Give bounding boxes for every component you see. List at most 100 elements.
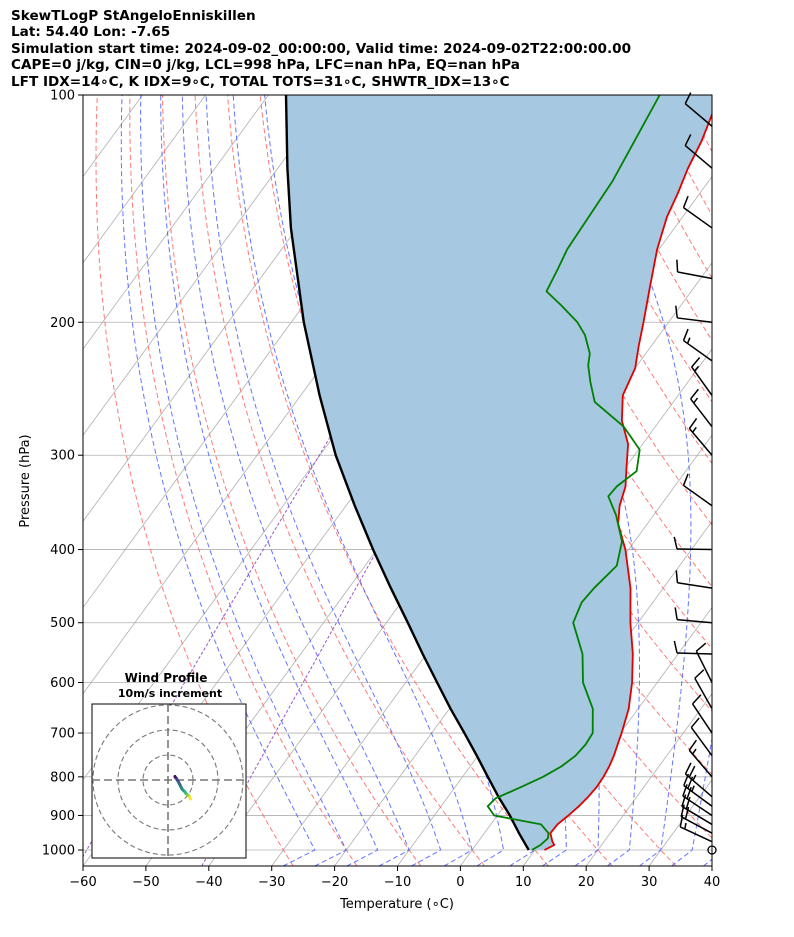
wind-barb: [691, 694, 713, 734]
y-tick-label: 200: [50, 316, 75, 331]
barb-shaft: [680, 816, 713, 834]
barb-half-flag: [691, 748, 697, 755]
moist-adiabat-line: [671, 95, 712, 866]
barb-flag: [684, 134, 692, 146]
y-tick-label: 700: [50, 727, 75, 742]
dry-adiabat-line: [683, 95, 712, 153]
wind-barb: [675, 570, 713, 589]
barb-flag: [682, 328, 689, 341]
dry-adiabat-line: [650, 95, 712, 217]
barb-half-flag: [692, 774, 697, 781]
wind-barb: [674, 607, 713, 624]
x-axis-label: Temperature (∘C): [339, 897, 454, 912]
isotherm-line: [711, 865, 712, 866]
moist-adiabat-line: [205, 95, 442, 866]
barb-flag: [691, 357, 701, 368]
dry-adiabat-line: [227, 95, 549, 866]
barb-flag: [685, 796, 691, 810]
wind-barb: [673, 640, 713, 655]
x-tick-label: −40: [195, 875, 222, 890]
wind-barbs: [673, 92, 717, 855]
barb-flag: [690, 388, 699, 400]
wind-barb: [688, 418, 713, 456]
barb-shaft: [688, 428, 713, 456]
wind-barb: [673, 536, 713, 551]
parcel-line: [284, 95, 530, 851]
isotherm-line: [0, 95, 80, 866]
wind-barb: [684, 134, 713, 169]
barb-shaft: [695, 650, 713, 683]
barb-shaft: [676, 548, 713, 551]
wind-barb: [676, 259, 713, 280]
barb-shaft: [688, 749, 713, 778]
barb-flag: [675, 305, 679, 319]
dry-adiabat-line: [162, 95, 422, 866]
barb-half-flag: [691, 785, 695, 792]
temperature-parcel-shading: [286, 95, 712, 850]
location-coordinates: Lat: 54.40 Lon: -7.65: [11, 24, 171, 41]
wind-barb: [682, 473, 713, 507]
y-tick-label: 500: [50, 616, 75, 631]
dry-adiabat-line: [618, 95, 712, 279]
barb-shaft: [683, 206, 713, 229]
barb-shaft: [694, 677, 713, 710]
wind-barb: [684, 762, 713, 798]
wind-barb: [691, 357, 713, 396]
wind-barb: [695, 642, 713, 683]
x-tick-label: −20: [321, 875, 348, 890]
y-tick-label: 400: [50, 543, 75, 558]
x-tick-label: 40: [704, 875, 721, 890]
isotherm-line: [0, 95, 17, 866]
wind-barb: [682, 328, 713, 362]
stability-indices-line-1: CAPE=0 j/kg, CIN=0 j/kg, LCL=998 hPa, LF…: [11, 57, 520, 74]
barb-half-flag: [686, 337, 691, 344]
wind-barb: [675, 305, 713, 324]
isotherm-line: [585, 692, 712, 866]
barb-half-flag: [684, 822, 687, 830]
dry-adiabat-line: [129, 95, 358, 866]
stability-indices-line-2: LFT IDX=14∘C, K IDX=9∘C, TOTAL TOTS=31∘C…: [11, 73, 510, 90]
barb-flag: [682, 473, 689, 486]
y-tick-label: 100: [50, 89, 75, 104]
moist-adiabat-line: [578, 95, 692, 866]
x-tick-label: 10: [515, 875, 532, 890]
barb-flag: [688, 418, 698, 429]
hodograph-segment: [188, 796, 192, 801]
isotherm-line: [83, 95, 206, 264]
isotherm-line: [83, 95, 269, 350]
y-tick-label: 1000: [42, 844, 75, 859]
moist-adiabat-line: [232, 95, 473, 866]
barb-shaft: [681, 805, 713, 826]
temperature-line: [543, 112, 712, 851]
barb-shaft: [677, 582, 713, 589]
dry-adiabat-line: [749, 95, 794, 866]
moist-adiabat-line: [703, 858, 712, 866]
isotherm-line: [83, 95, 332, 436]
barb-shaft: [683, 339, 713, 362]
barb-half-flag: [693, 397, 699, 404]
simulation-times: Simulation start time: 2024-09-02_00:00:…: [11, 40, 632, 57]
wind-barb: [682, 195, 713, 229]
barb-flag: [682, 784, 688, 797]
barb-shaft: [690, 727, 713, 757]
barb-shaft: [684, 103, 713, 127]
wind-barb: [682, 784, 713, 817]
x-axis-ticks: −60 −50 −40 −30 −20 −10 0 10 20 30 40: [69, 866, 720, 890]
barb-flag: [673, 640, 678, 654]
barb-flag: [692, 694, 702, 705]
barb-flag: [694, 669, 705, 679]
x-tick-label: 20: [578, 875, 595, 890]
barb-shaft: [684, 144, 713, 169]
cin-area: [286, 95, 712, 850]
dry-adiabat-line: [194, 95, 485, 866]
x-tick-label: −60: [69, 875, 96, 890]
barb-half-flag: [693, 365, 700, 372]
moist-adiabat-line: [160, 95, 379, 866]
barb-flag: [690, 717, 700, 728]
barb-flag: [684, 806, 690, 820]
barb-flag: [688, 765, 696, 778]
barb-flag: [688, 739, 697, 751]
barb-shaft: [683, 484, 713, 507]
x-tick-label: −50: [132, 875, 159, 890]
